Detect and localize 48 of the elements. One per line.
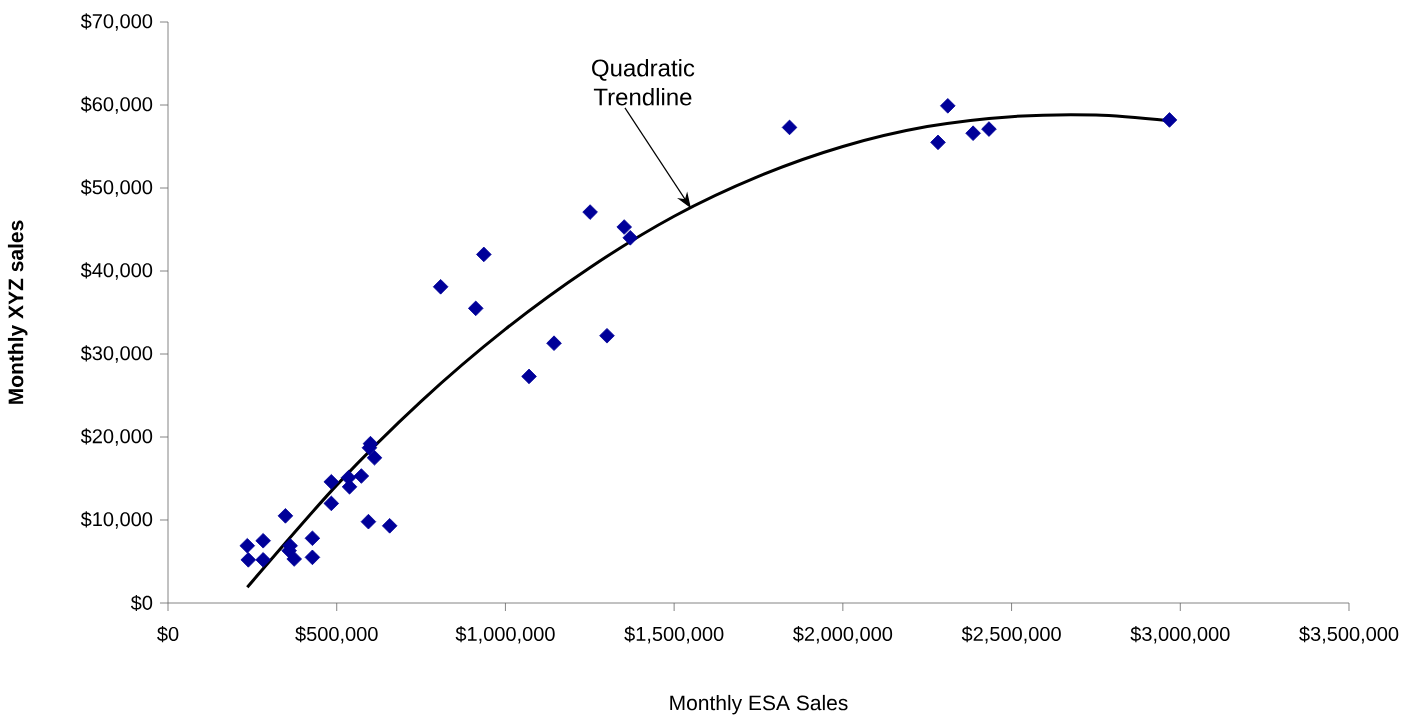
x-tick-label: $2,500,000 xyxy=(961,626,1061,644)
y-tick-label: $40,000 xyxy=(80,262,153,280)
point xyxy=(366,449,383,466)
point xyxy=(239,537,256,554)
point xyxy=(323,495,340,512)
y-tick-label: $50,000 xyxy=(80,179,153,197)
point xyxy=(360,513,377,530)
x-tick-label: $3,000,000 xyxy=(1130,626,1230,644)
x-tick-label: $3,500,000 xyxy=(1299,626,1399,644)
point xyxy=(432,278,449,295)
point xyxy=(467,300,484,317)
point xyxy=(277,508,294,524)
point xyxy=(781,119,798,136)
x-tick-label: $0 xyxy=(157,626,179,643)
point xyxy=(981,121,997,137)
y-tick-label: $20,000 xyxy=(80,428,153,446)
point xyxy=(286,551,302,567)
point xyxy=(304,530,321,546)
x-tick-label: $2,000,000 xyxy=(793,626,893,644)
x-axis-title: Monthly ESA Sales xyxy=(670,694,848,715)
point xyxy=(353,468,370,484)
point xyxy=(616,219,632,235)
x-tick-label: $1,500,000 xyxy=(624,626,724,644)
point xyxy=(304,549,321,566)
annotation: Quadratic Trendline xyxy=(592,58,695,106)
x-tick-label: $1,000,000 xyxy=(455,626,555,644)
point xyxy=(521,368,537,385)
y-axis-title: Monthly XYZ sales xyxy=(7,220,28,404)
point xyxy=(940,98,956,114)
y-tick-label: $10,000 xyxy=(80,511,153,529)
y-tick-label: $0 xyxy=(130,594,153,612)
point xyxy=(255,552,271,568)
point xyxy=(240,552,257,568)
y-tick-label: $70,000 xyxy=(80,13,153,31)
point xyxy=(930,134,946,151)
point xyxy=(323,474,340,490)
y-tick-label: $60,000 xyxy=(80,96,153,114)
point xyxy=(599,327,615,344)
x-tick-label: $500,000 xyxy=(295,626,378,644)
point xyxy=(1161,112,1178,128)
y-tick-label: $30,000 xyxy=(80,345,153,363)
point xyxy=(582,204,598,220)
point xyxy=(965,125,981,141)
point xyxy=(381,517,398,534)
point xyxy=(546,335,562,351)
point xyxy=(255,532,271,549)
point xyxy=(622,229,639,246)
point xyxy=(476,246,492,263)
